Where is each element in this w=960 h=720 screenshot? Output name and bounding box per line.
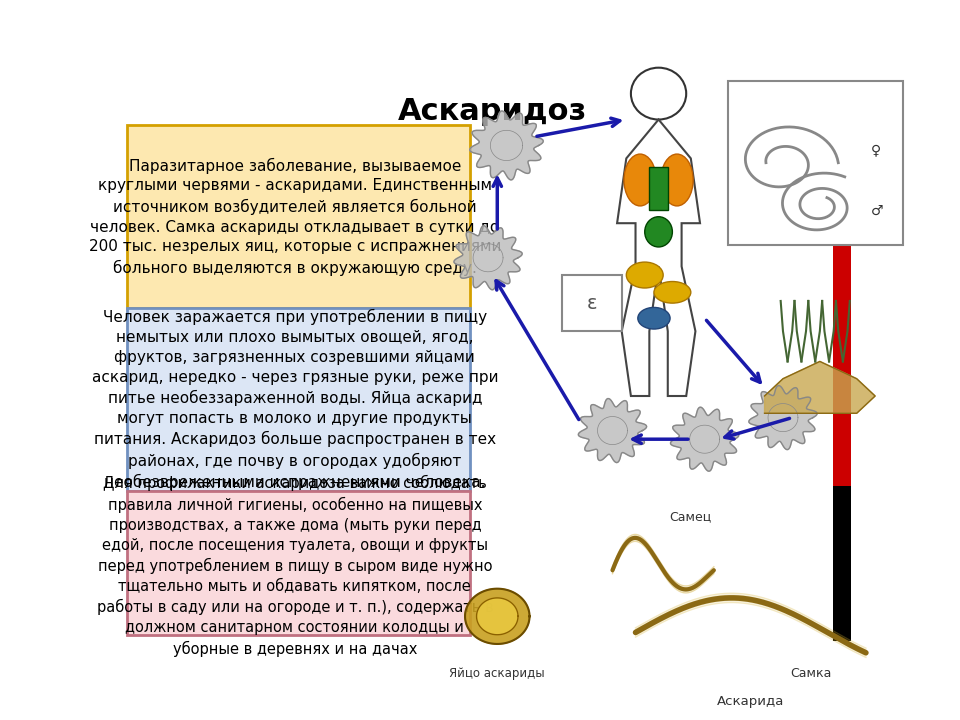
Polygon shape [454,226,522,289]
Bar [562,275,622,331]
Bar [832,485,852,641]
Ellipse shape [645,217,672,247]
Text: Самец: Самец [670,510,712,523]
Polygon shape [469,111,543,180]
Ellipse shape [637,307,670,329]
Text: Аскарида: Аскарида [717,695,784,708]
Text: Аскаридоз: Аскаридоз [397,97,587,126]
Text: Для профилактики аскаридоза важно соблюдать
правила личной гигиены, особенно на : Для профилактики аскаридоза важно соблюд… [97,475,493,657]
Ellipse shape [624,154,657,206]
Ellipse shape [660,154,693,206]
Polygon shape [749,386,817,449]
Text: ♀: ♀ [871,143,880,157]
Polygon shape [764,361,876,413]
FancyBboxPatch shape [128,125,469,308]
Polygon shape [465,589,530,644]
Text: Самка: Самка [790,667,831,680]
Ellipse shape [654,282,691,303]
Text: Яйцо аскариды: Яйцо аскариды [449,667,545,680]
FancyBboxPatch shape [128,308,469,491]
Bar [728,81,902,245]
Text: Паразитарное заболевание, вызываемое
круглыми червями - аскаридами. Единственным: Паразитарное заболевание, вызываемое кру… [88,158,501,276]
FancyBboxPatch shape [128,491,469,635]
Bar [832,242,852,641]
Polygon shape [670,408,739,471]
Polygon shape [476,598,518,635]
Ellipse shape [626,262,663,288]
Bar [649,167,668,210]
Text: Человек заражается при употреблении в пищу
немытых или плохо вымытых овощей, яго: Человек заражается при употреблении в пи… [91,309,498,490]
Polygon shape [578,399,647,462]
Text: ε: ε [587,294,597,312]
Text: ♂: ♂ [871,204,883,217]
